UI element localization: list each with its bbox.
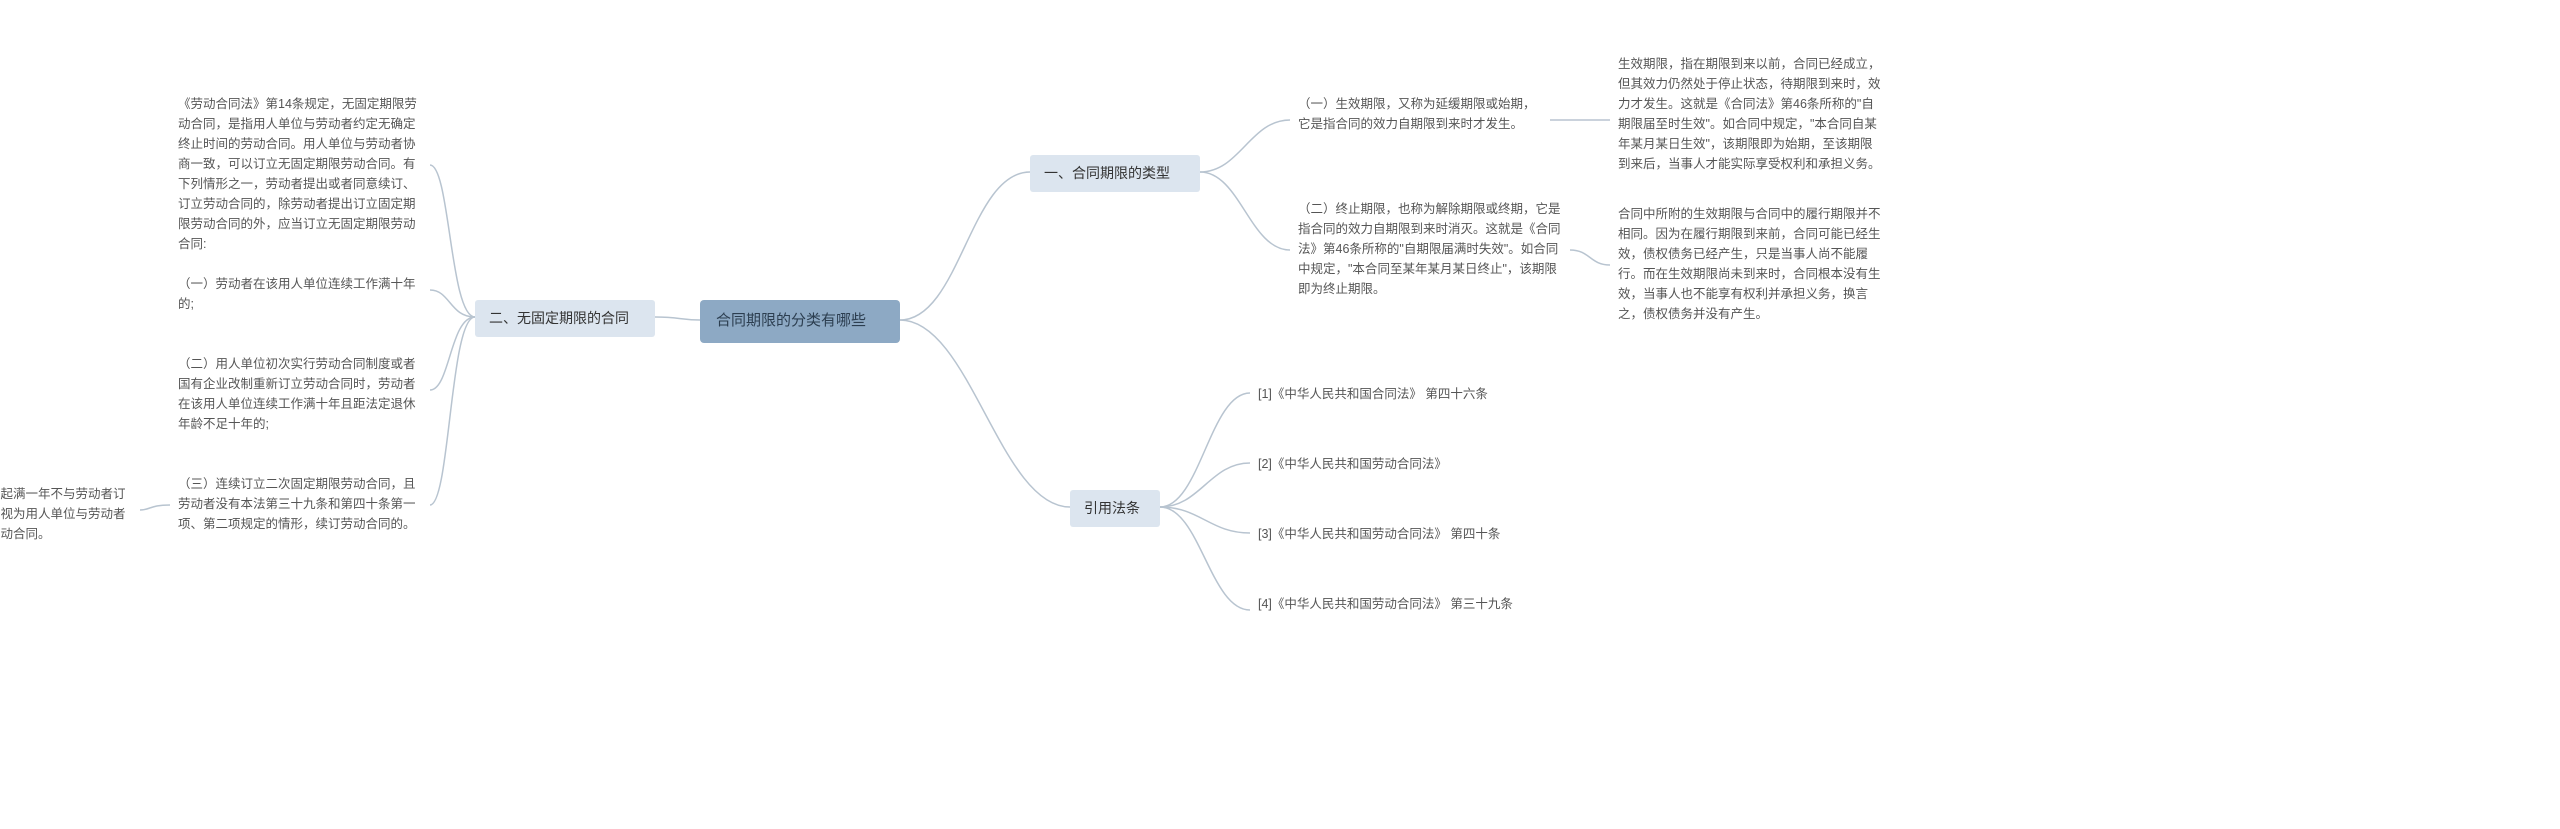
leaf-effective-term-detail: 生效期限，指在期限到来以前，合同已经成立，但其效力仍然处于停止状态，待期限到来时… <box>1610 50 1890 178</box>
leaf-law-2: [2]《中华人民共和国劳动合同法》 <box>1250 450 1480 478</box>
leaf-law-1: [1]《中华人民共和国合同法》 第四十六条 <box>1250 380 1520 408</box>
leaf-law-3: [3]《中华人民共和国劳动合同法》 第四十条 <box>1250 520 1540 548</box>
leaf-termination-term-detail: 合同中所附的生效期限与合同中的履行期限并不相同。因为在履行期限到来前，合同可能已… <box>1610 200 1890 328</box>
branch-no-fixed-term-contract[interactable]: 二、无固定期限的合同 <box>475 300 655 337</box>
leaf-condition-2: （二）用人单位初次实行劳动合同制度或者国有企业改制重新订立劳动合同时，劳动者在该… <box>170 350 430 438</box>
branch-contract-term-types[interactable]: 一、合同期限的类型 <box>1030 155 1200 192</box>
leaf-condition-3: （三）连续订立二次固定期限劳动合同，且劳动者没有本法第三十九条和第四十条第一项、… <box>170 470 430 538</box>
leaf-law-4: [4]《中华人民共和国劳动合同法》 第三十九条 <box>1250 590 1540 618</box>
leaf-condition-3-detail: 用人单位自用工之日起满一年不与劳动者订立书面劳动合同的，视为用人单位与劳动者已订… <box>0 480 140 548</box>
root-node[interactable]: 合同期限的分类有哪些 <box>700 300 900 343</box>
leaf-effective-term: （一）生效期限，又称为延缓期限或始期，它是指合同的效力自期限到来时才发生。 <box>1290 90 1550 138</box>
leaf-condition-1: （一）劳动者在该用人单位连续工作满十年的; <box>170 270 430 318</box>
branch-cited-laws[interactable]: 引用法条 <box>1070 490 1160 527</box>
leaf-termination-term: （二）终止期限，也称为解除期限或终期，它是指合同的效力自期限到来时消灭。这就是《… <box>1290 195 1570 303</box>
leaf-labor-law-14: 《劳动合同法》第14条规定，无固定期限劳动合同，是指用人单位与劳动者约定无确定终… <box>170 90 430 258</box>
